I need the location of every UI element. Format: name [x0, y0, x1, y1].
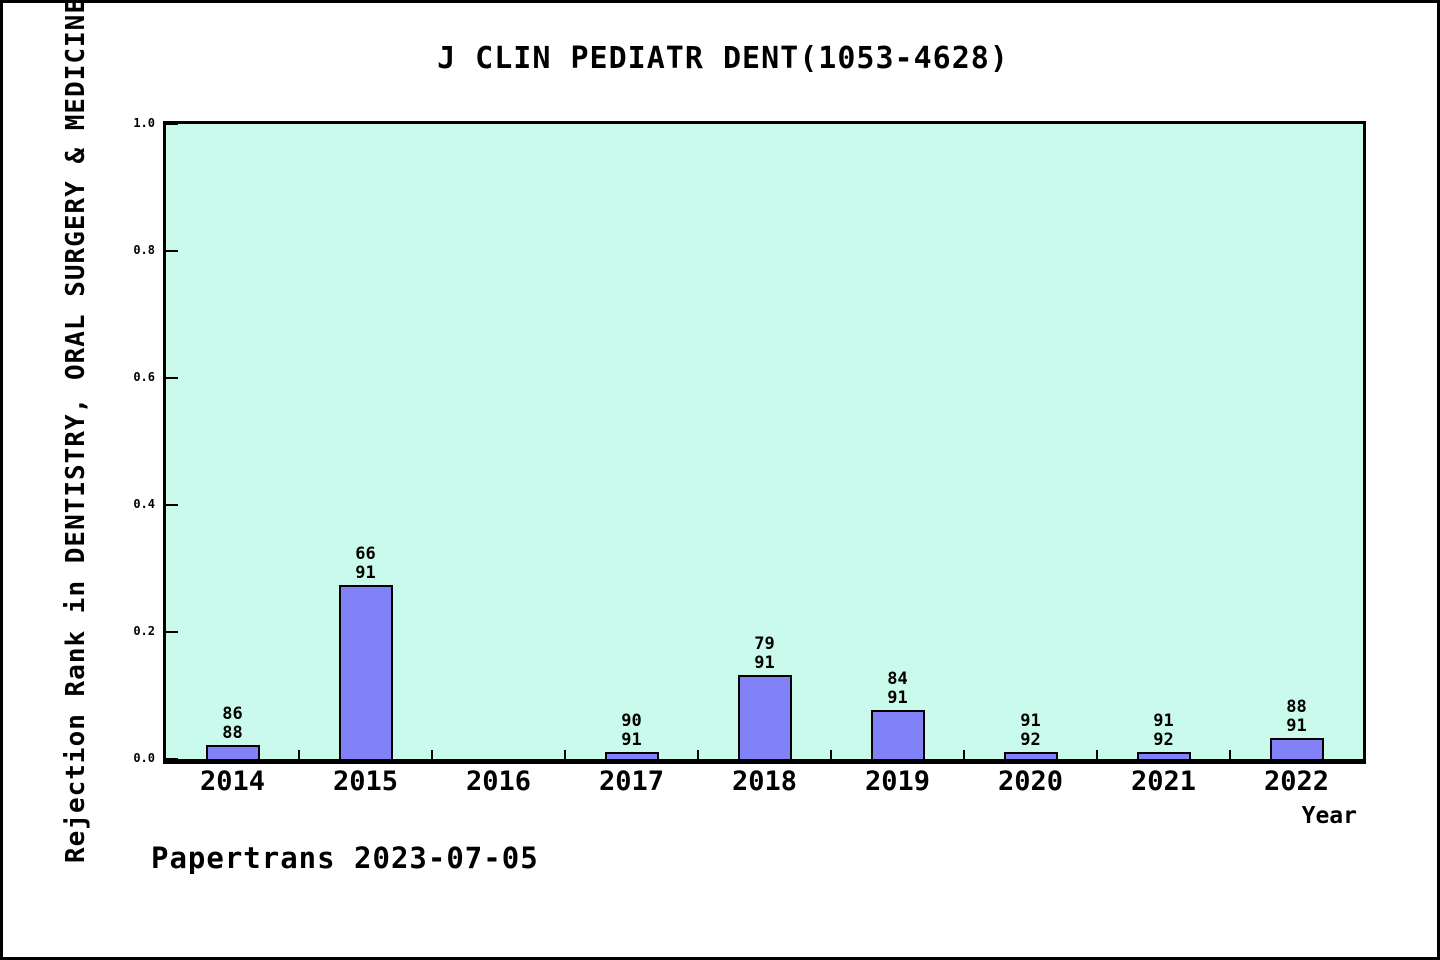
x-tick-label-2014: 2014: [199, 766, 266, 797]
x-tick-mark: [697, 750, 699, 759]
x-tick-mark: [963, 750, 965, 759]
y-axis-label: Rejection Rank in DENTISTRY, ORAL SURGER…: [61, 0, 91, 863]
bar-value-label: 66 91: [355, 544, 376, 583]
x-tick-mark: [830, 750, 832, 759]
bar: [870, 710, 925, 759]
bar: [737, 675, 792, 759]
y-tick-label: 0.8: [133, 243, 155, 257]
bar-group-2022: 88 91: [1230, 124, 1363, 759]
bar-group-2021: 91 92: [1097, 124, 1230, 759]
x-tick-label-2017: 2017: [598, 766, 665, 797]
y-tick-mark: [166, 123, 178, 125]
x-tick-label-2021: 2021: [1130, 766, 1197, 797]
bar-value-label: 88 91: [1286, 697, 1307, 736]
x-axis-label: Year: [1301, 803, 1357, 829]
plot-area: 86 88 66 91 90 91 79 91 84 91 91 92 91 92 88 91: [163, 121, 1366, 764]
y-tick-label: 0.0: [133, 751, 155, 765]
x-tick-mark: [431, 750, 433, 759]
bar: [338, 585, 393, 759]
y-tick-mark: [166, 250, 178, 252]
x-tick-mark: [1229, 750, 1231, 759]
y-tick-label: 0.6: [133, 370, 155, 384]
x-tick-mark: [298, 750, 300, 759]
bar: [205, 745, 260, 759]
y-tick-label: 0.2: [133, 624, 155, 638]
bar-group-2020: 91 92: [964, 124, 1097, 759]
y-tick-mark: [166, 377, 178, 379]
y-tick-label: 1.0: [133, 116, 155, 130]
x-tick-label-2018: 2018: [731, 766, 798, 797]
bar-group-2018: 79 91: [698, 124, 831, 759]
bar-value-label: 91 92: [1020, 711, 1041, 750]
y-tick-label: 0.4: [133, 497, 155, 511]
bar-value-label: 91 92: [1153, 711, 1174, 750]
x-tick-label-2020: 2020: [997, 766, 1064, 797]
x-tick-mark: [564, 750, 566, 759]
y-tick-mark: [166, 504, 178, 506]
x-tick-label-2015: 2015: [332, 766, 399, 797]
bar: [1269, 738, 1324, 759]
bar-group-2015: 66 91: [299, 124, 432, 759]
bar: [1136, 752, 1191, 759]
bar-value-label: 90 91: [621, 711, 642, 750]
chart-title: J CLIN PEDIATR DENT(1053-4628): [437, 41, 1009, 76]
bar-value-label: 86 88: [222, 704, 243, 743]
bar-group-2014: 86 88: [166, 124, 299, 759]
bar-group-2019: 84 91: [831, 124, 964, 759]
bar-group-2017: 90 91: [565, 124, 698, 759]
bar-value-label: 79 91: [754, 634, 775, 673]
y-tick-mark: [166, 631, 178, 633]
footer-note: Papertrans 2023-07-05: [151, 841, 539, 875]
bar: [1003, 752, 1058, 759]
x-tick-label-2022: 2022: [1263, 766, 1330, 797]
y-tick-mark: [166, 758, 178, 760]
bar-value-label: 84 91: [887, 669, 908, 708]
x-tick-label-2019: 2019: [864, 766, 931, 797]
bar: [604, 752, 659, 759]
x-tick-label-2016: 2016: [465, 766, 532, 797]
x-tick-mark: [1096, 750, 1098, 759]
